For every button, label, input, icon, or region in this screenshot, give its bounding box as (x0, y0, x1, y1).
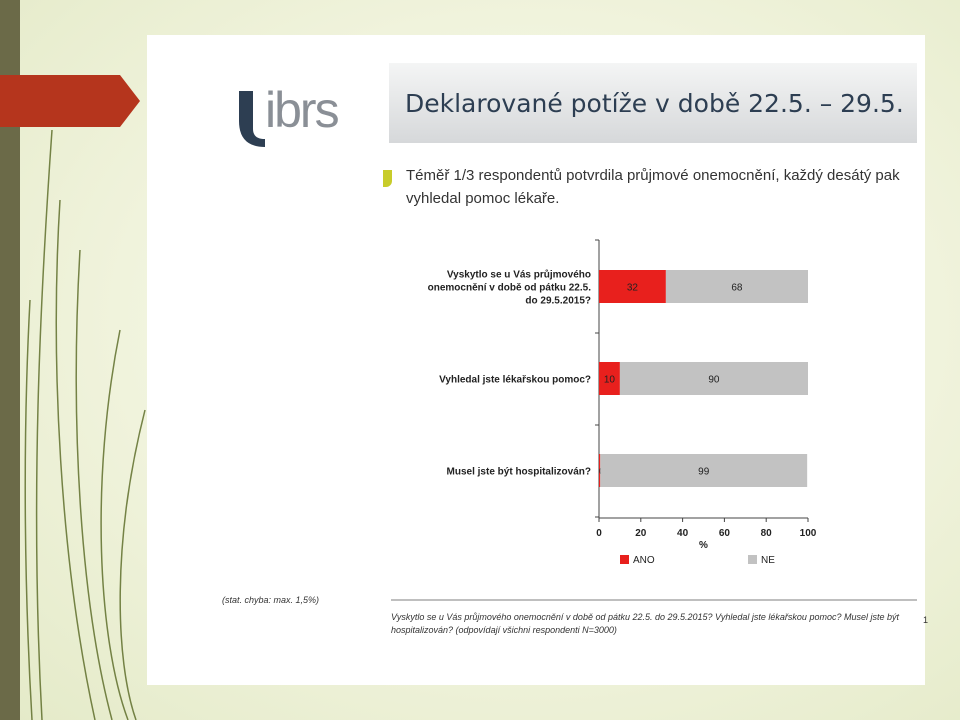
legend-swatch-ne (748, 555, 757, 564)
x-axis-label: % (699, 540, 708, 551)
source-note: Vyskytlo se u Vás průjmového onemocnění … (391, 612, 899, 635)
divider (391, 599, 917, 601)
left-accent-bar (0, 0, 20, 720)
accent-arrow (0, 75, 140, 127)
category-label: Vyskytlo se u Vás průjmového (447, 269, 591, 281)
x-tick-label: 0 (596, 528, 602, 539)
bar-ano (599, 270, 666, 303)
x-tick-label: 40 (677, 528, 689, 539)
data-label: 90 (708, 375, 720, 386)
bar-ne (665, 270, 808, 303)
page-title: Deklarované potíže v době 22.5. – 29.5. (405, 89, 904, 118)
data-label: 68 (731, 283, 743, 294)
data-label: 32 (627, 283, 639, 294)
bar-ne (619, 362, 808, 395)
legend-swatch-ano (620, 555, 629, 564)
category-label: Musel jste být hospitalizován? (447, 467, 591, 478)
logo-text: ibrs (265, 82, 340, 138)
bar-ano (599, 362, 620, 395)
x-tick-label: 100 (800, 528, 817, 539)
title-band (389, 63, 917, 143)
slide-content: ibrs Deklarované potíže v době 22.5. – 2… (147, 35, 929, 685)
subtitle: Téměř 1/3 respondentů potvrdila průjmové… (406, 167, 900, 207)
legend-label-ano: ANO (633, 555, 655, 566)
x-tick-label: 80 (761, 528, 773, 539)
page-number: 1 (923, 615, 929, 625)
x-tick-label: 60 (719, 528, 731, 539)
footnote: (stat. chyba: max. 1,5%) (222, 595, 320, 605)
category-label: do 29.5.2015? (525, 296, 591, 307)
bar-ano (599, 454, 601, 487)
data-label: 99 (698, 467, 710, 478)
x-tick-label: 20 (635, 528, 647, 539)
bar-ne (600, 454, 808, 487)
legend-label-ne: NE (761, 555, 775, 566)
ibrs-logo-mark-icon (239, 91, 265, 147)
category-label: onemocnění v době od pátku 22.5. (428, 283, 592, 294)
category-label: Vyhledal jste lékařskou pomoc? (439, 375, 591, 386)
bullet-marker-icon (383, 170, 392, 187)
data-label: 10 (604, 375, 616, 386)
bar-chart: 0 20 40 60 80 100% 32 68 Vyskytlo se u Vás průjm… (428, 239, 817, 566)
